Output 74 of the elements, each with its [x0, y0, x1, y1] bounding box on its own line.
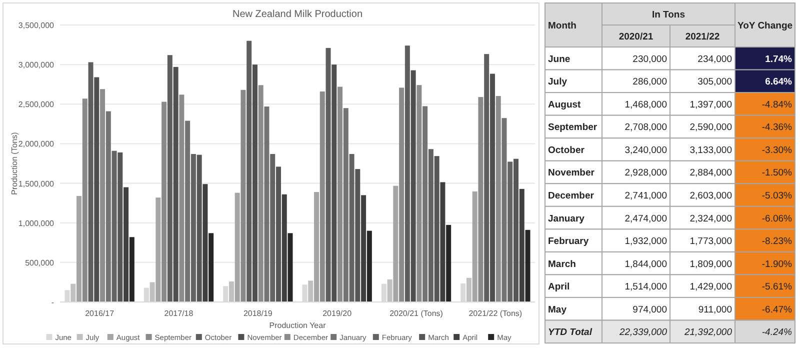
series-label: 2020/21: [618, 32, 654, 42]
data-label: 286,000: [632, 76, 667, 88]
data-label: 3,133,000: [690, 144, 732, 156]
category-label: July: [548, 76, 568, 88]
data-label: 2,741,000: [624, 190, 667, 202]
x-axis-title: Production Year: [269, 321, 326, 330]
x-tick-label: 2019/20: [322, 309, 352, 318]
data-label: 1,844,000: [624, 258, 667, 270]
data-label: 230,000: [632, 54, 667, 65]
x-tick-label: 2017/18: [164, 309, 194, 318]
chart-title: New Zealand Milk Production: [232, 9, 363, 20]
category-label: December: [548, 190, 594, 202]
y-axis-title: Production (Tons): [10, 132, 19, 195]
data-label: 21,392,000: [683, 327, 733, 338]
data-label: -3.30%: [762, 144, 793, 156]
category-label: June: [548, 54, 570, 65]
y-tick-label: -: [51, 298, 54, 307]
data-label: 1,809,000: [690, 258, 732, 270]
data-label: 2,603,000: [690, 190, 732, 202]
category-label: April: [548, 282, 570, 293]
category-label: YTD Total: [548, 327, 592, 338]
y-tick-label: 1,000,000: [18, 218, 55, 228]
data-label: 911,000: [698, 304, 732, 316]
data-label: 1,429,000: [690, 282, 732, 293]
y-tick-label: 2,500,000: [18, 100, 55, 110]
category-label: October: [548, 144, 585, 156]
data-label: 1.74%: [765, 54, 793, 65]
data-label: 22,339,000: [618, 327, 668, 338]
data-label: 2,590,000: [690, 122, 732, 134]
data-label: -6.06%: [762, 213, 793, 224]
y-tick-label: 1,500,000: [18, 179, 55, 188]
data-label: -4.36%: [762, 122, 793, 134]
data-label: 3,240,000: [624, 144, 667, 156]
y-tick-label: 3,000,000: [18, 60, 55, 70]
data-label: -5.03%: [762, 190, 793, 202]
category-label: February: [548, 236, 590, 248]
data-label: -8.23%: [762, 236, 793, 248]
data-label: 2,928,000: [624, 168, 667, 179]
x-tick-label: 2021/22 (Tons): [468, 309, 522, 318]
data-label: 974,000: [632, 304, 667, 316]
data-label: 2,324,000: [690, 213, 732, 224]
data-label: -6.47%: [762, 304, 793, 316]
x-tick-label: 2018/19: [243, 309, 273, 318]
data-label: 2,474,000: [624, 213, 667, 224]
text: In Tons: [652, 10, 686, 20]
category-label: August: [548, 99, 582, 110]
data-label: 1,773,000: [690, 236, 732, 248]
data-label: -1.90%: [762, 258, 793, 270]
data-label: 1,397,000: [690, 99, 732, 110]
data-label: 6.64%: [765, 76, 793, 88]
series-label: YoY Change: [737, 20, 793, 32]
x-tick-label: 2020/21 (Tons): [390, 309, 444, 318]
data-label: 2,708,000: [624, 122, 667, 134]
data-label: -5.61%: [762, 282, 793, 293]
data-label: 305,000: [698, 76, 732, 88]
y-tick-label: 2,000,000: [18, 140, 55, 149]
data-label: 1,468,000: [624, 99, 667, 110]
x-tick-label: 2016/17: [85, 309, 115, 318]
data-label: 2,884,000: [690, 168, 732, 179]
category-label: May: [548, 304, 568, 316]
category-label: January: [548, 213, 586, 224]
text: Month: [548, 20, 577, 32]
category-label: September: [548, 122, 598, 134]
data-label: 1,932,000: [624, 236, 667, 248]
y-tick-label: 3,500,000: [18, 21, 55, 30]
y-tick-label: 500,000: [25, 258, 55, 268]
data-label: -4.84%: [762, 99, 793, 110]
data-label: 234,000: [698, 54, 732, 65]
category-label: March: [548, 258, 576, 270]
series-label: 2021/22: [685, 32, 720, 42]
data-label: -1.50%: [762, 168, 793, 179]
data-label: 1,514,000: [624, 282, 667, 293]
category-label: November: [548, 168, 595, 179]
data-label: -4.24%: [762, 327, 793, 338]
